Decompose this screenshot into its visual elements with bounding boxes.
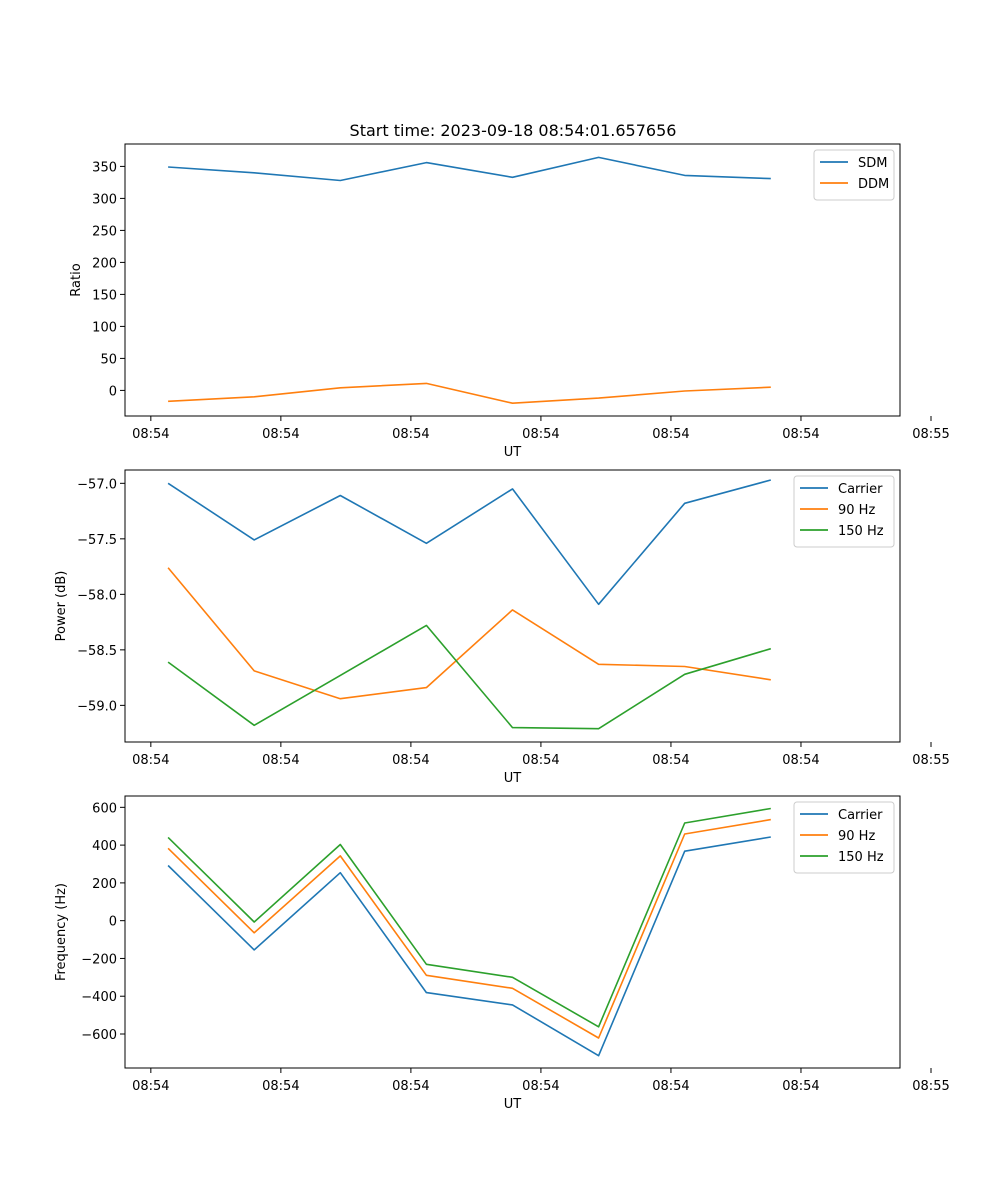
x-tick-label: 08:54 — [132, 427, 169, 442]
axes-frame — [124, 795, 901, 1069]
legend-label: Carrier — [838, 482, 883, 497]
y-tick-label: 600 — [92, 801, 117, 816]
x-tick-label: 08:54 — [392, 1079, 429, 1094]
x-tick-label: 08:55 — [912, 753, 949, 768]
y-tick-label: 300 — [92, 192, 117, 207]
y-tick-label: −600 — [81, 1028, 117, 1043]
x-tick-label: 08:54 — [652, 427, 689, 442]
series-line-90-hz — [167, 567, 771, 700]
series-line-150-hz — [167, 624, 772, 730]
y-tick-label: 0 — [109, 384, 117, 399]
x-tick-label: 08:54 — [782, 427, 819, 442]
y-tick-label: 400 — [92, 839, 117, 854]
legend-label: DDM — [858, 177, 889, 192]
x-tick-label: 08:54 — [782, 1079, 819, 1094]
legend-label: SDM — [858, 156, 887, 171]
chart-panel-3: 08:54 08:54 08:54 08:54 08:54 08:54 08:55 −600 −… — [54, 795, 950, 1112]
y-tick-label: 0 — [109, 915, 117, 930]
y-axis-label: Frequency (Hz) — [54, 883, 69, 981]
y-tick-label: 250 — [92, 224, 117, 239]
series-line-carrier — [167, 836, 771, 1057]
legend-label: Carrier — [838, 808, 883, 823]
x-tick-label: 08:54 — [262, 1079, 299, 1094]
x-tick-label: 08:54 — [522, 427, 559, 442]
x-tick-label: 08:54 — [522, 1079, 559, 1094]
axes-frame — [124, 469, 901, 743]
legend: Carrier 90 Hz 150 Hz — [793, 801, 895, 874]
legend: SDM DDM — [813, 149, 895, 201]
x-tick-label: 08:54 — [392, 427, 429, 442]
x-axis-label: UT — [504, 771, 522, 786]
axes-frame — [124, 143, 901, 417]
x-tick-label: 08:55 — [912, 427, 949, 442]
series-line-carrier — [167, 479, 772, 606]
x-tick-label: 08:54 — [262, 427, 299, 442]
y-tick-label: −57.0 — [77, 477, 117, 492]
y-tick-label: −200 — [81, 952, 117, 967]
x-tick-label: 08:54 — [652, 753, 689, 768]
figure-title: Start time: 2023-09-18 08:54:01.657656 — [350, 121, 677, 140]
y-tick-label: −58.5 — [77, 644, 117, 659]
y-tick-label: −57.5 — [77, 533, 117, 548]
x-tick-label: 08:54 — [132, 753, 169, 768]
x-tick-label: 08:54 — [262, 753, 299, 768]
x-tick-label: 08:54 — [782, 753, 819, 768]
x-axis-label: UT — [504, 1097, 522, 1112]
chart-panel-2: 08:54 08:54 08:54 08:54 08:54 08:54 08:55 −59.0… — [54, 469, 950, 786]
series-line-90-hz — [167, 818, 771, 1039]
y-tick-label: 200 — [92, 256, 117, 271]
legend-label: 150 Hz — [838, 524, 884, 539]
y-axis-label: Power (dB) — [54, 571, 69, 642]
y-tick-label: 100 — [92, 320, 117, 335]
y-axis-label: Ratio — [69, 263, 84, 296]
legend-label: 150 Hz — [838, 850, 884, 865]
x-tick-label: 08:54 — [522, 753, 559, 768]
legend-label: 90 Hz — [838, 829, 875, 844]
y-tick-label: −400 — [81, 990, 117, 1005]
x-tick-label: 08:54 — [392, 753, 429, 768]
y-tick-label: 50 — [100, 352, 117, 367]
series-line-ddm — [168, 382, 771, 405]
x-tick-label: 08:55 — [912, 1079, 949, 1094]
x-tick-label: 08:54 — [652, 1079, 689, 1094]
y-tick-label: 200 — [92, 877, 117, 892]
y-tick-label: 350 — [92, 160, 117, 175]
legend-label: 90 Hz — [838, 503, 875, 518]
x-tick-label: 08:54 — [132, 1079, 169, 1094]
y-tick-label: −58.0 — [77, 588, 117, 603]
legend: Carrier 90 Hz 150 Hz — [793, 475, 895, 548]
y-tick-label: −59.0 — [77, 699, 117, 714]
series-line-sdm — [168, 156, 771, 182]
x-axis-label: UT — [504, 445, 522, 460]
series-line-150-hz — [167, 807, 771, 1028]
y-tick-label: 150 — [92, 288, 117, 303]
chart-panel-1: 08:54 08:54 08:54 08:54 08:54 08:54 08:55 0 50 10… — [69, 143, 950, 460]
